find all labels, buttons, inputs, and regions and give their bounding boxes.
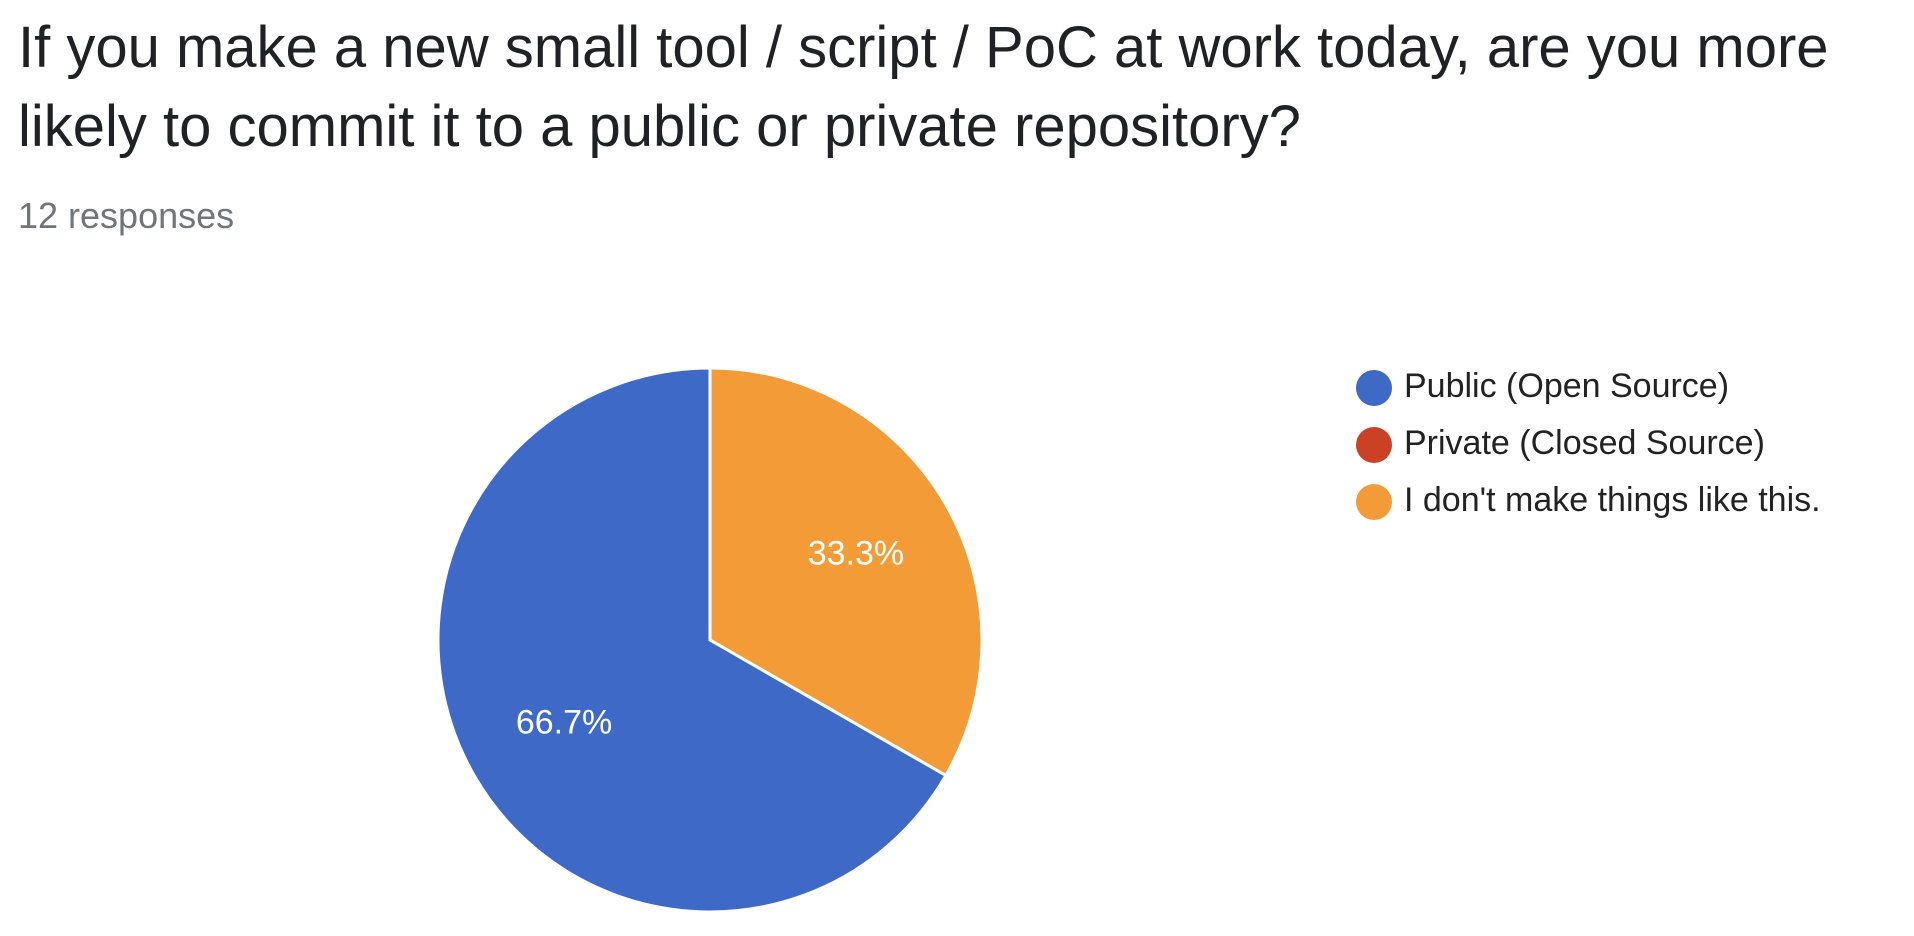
pie-slices	[436, 366, 984, 914]
pie-slice-public-open-source[interactable]	[436, 366, 948, 914]
legend-item-public-open-source[interactable]: Public (Open Source)	[1356, 367, 1729, 406]
legend-item-private-closed-source[interactable]: Private (Closed Source)	[1356, 424, 1765, 463]
question-title: If you make a new small tool / script / …	[18, 15, 1829, 159]
slice-data-label-public-open-source: 66.7%	[516, 703, 612, 741]
chart-legend[interactable]: Public (Open Source) Private (Closed Sour…	[1356, 367, 1821, 520]
response-count: 12 responses	[18, 195, 235, 236]
legend-label: I don't make things like this.	[1404, 481, 1821, 519]
pie-slice-labels: 33.3% 66.7%	[516, 535, 904, 742]
legend-item-i-don-t-make-things-like-this[interactable]: I don't make things like this.	[1356, 481, 1821, 520]
slice-data-label-i-don-t-make-things-like-this: 33.3%	[808, 535, 904, 573]
legend-label: Private (Closed Source)	[1404, 424, 1765, 462]
legend-label: Public (Open Source)	[1404, 367, 1729, 405]
legend-swatch	[1356, 484, 1392, 520]
legend-swatch	[1356, 427, 1392, 463]
pie-slice-i-don-t-make-things-like-this[interactable]	[708, 366, 984, 778]
legend-swatch	[1356, 370, 1392, 406]
